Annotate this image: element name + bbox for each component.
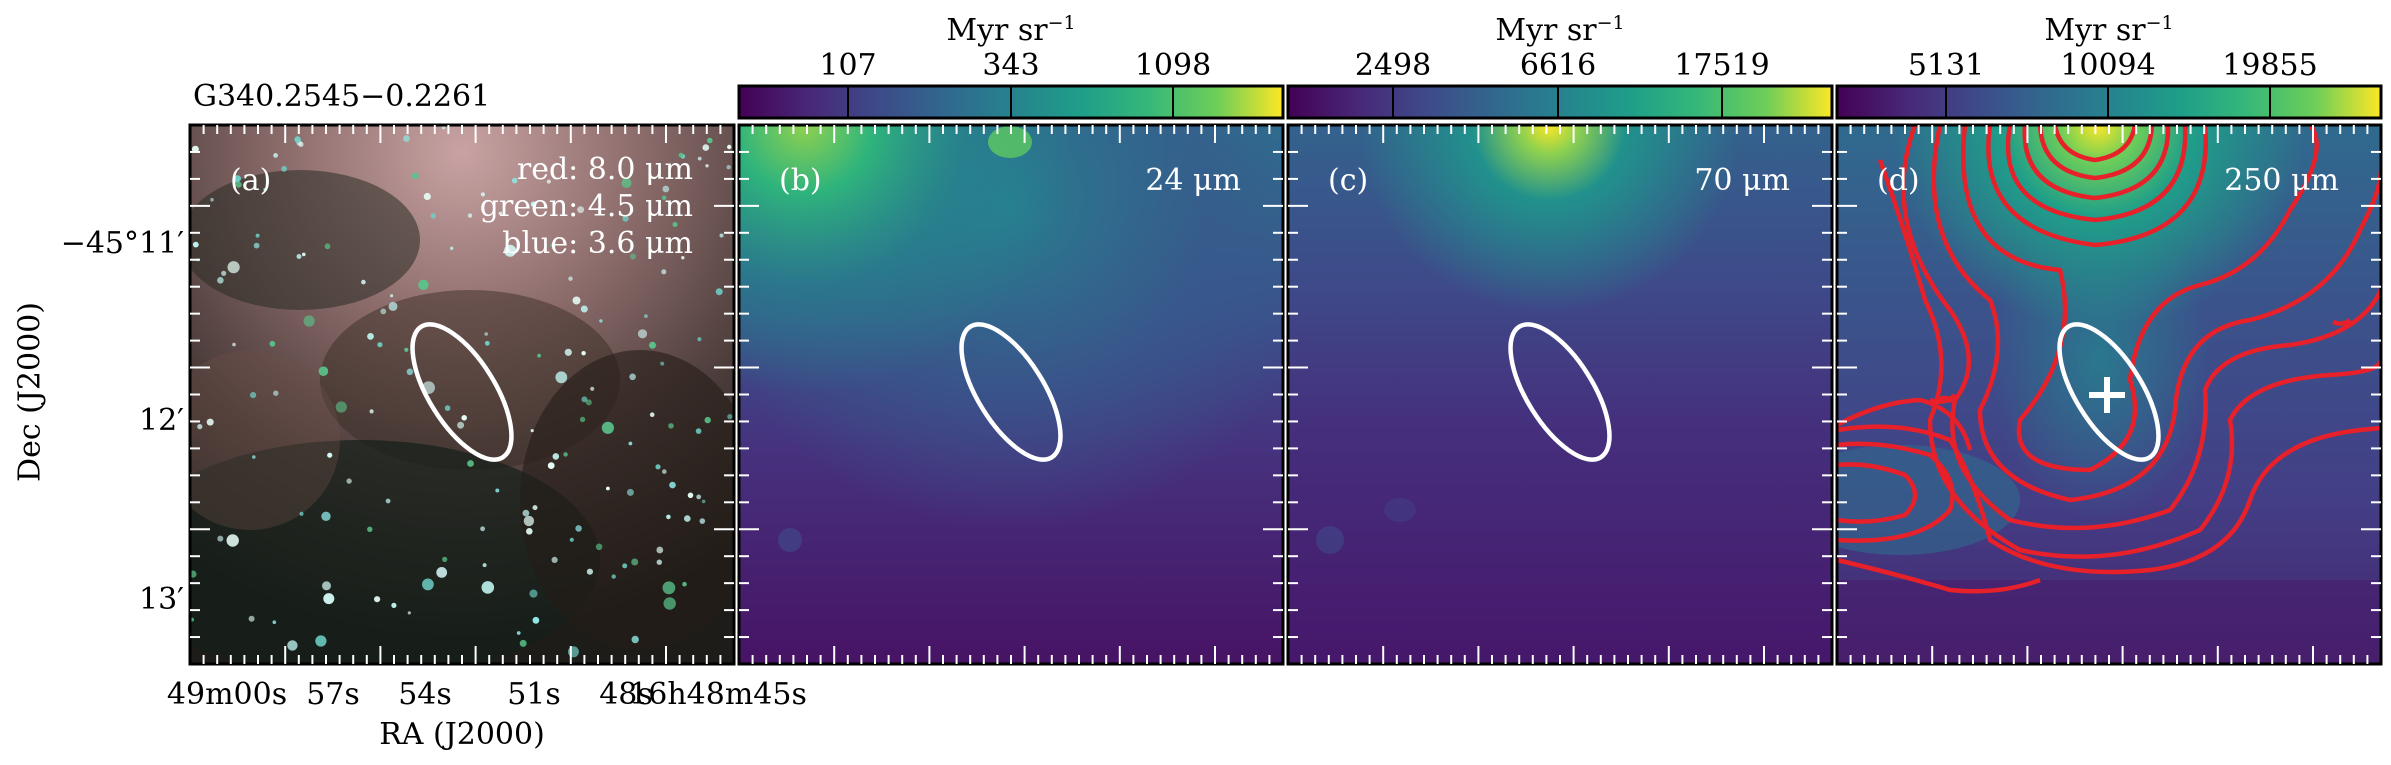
x-tick-label: 57s [306, 677, 360, 712]
source-name: G340.2545−0.2261 [193, 79, 491, 114]
colorbar-b [737, 84, 1285, 120]
colorbar-tick: 343 [982, 48, 1040, 83]
colorbar-tick: 10094 [2060, 48, 2156, 83]
panel-b-image [739, 125, 1283, 664]
x-tick-label: 54s [398, 677, 452, 712]
x-tick-label: 16h48m45s [629, 677, 807, 712]
colorbar-tick: 17519 [1674, 48, 1770, 83]
panel-frames [188, 123, 2383, 666]
panel-d-image [1837, 125, 2381, 664]
aperture-ellipse-b [959, 322, 1063, 462]
y-axis-title: Dec (J2000) [12, 302, 48, 482]
x-tick-label: 51s [507, 677, 561, 712]
aperture-ellipse-c [1508, 322, 1612, 462]
colorbar-tick: 19855 [2222, 48, 2318, 83]
y-tick-label: −45°11′ [60, 226, 184, 261]
panel-label-d: (d) [1877, 163, 1920, 198]
wavelength-label-d: 250 μm [2224, 163, 2339, 198]
aperture-ellipses [410, 322, 2161, 462]
colorbar-tick: 2498 [1354, 48, 1432, 83]
contours-250um [1837, 125, 2381, 594]
legend-green: green: 4.5 μm [479, 189, 693, 224]
panel-label-a: (a) [230, 163, 272, 198]
wavelength-label-b: 24 μm [1145, 163, 1241, 198]
aperture-ellipse-d [2057, 322, 2161, 462]
colorbar-c [1286, 84, 1834, 120]
legend-blue: blue: 3.6 μm [502, 226, 693, 261]
colorbar-d [1835, 84, 2383, 120]
wavelength-label-c: 70 μm [1694, 163, 1790, 198]
colorbar-tick: 6616 [1519, 48, 1597, 83]
panel-label-b: (b) [779, 163, 822, 198]
panel-a-image [190, 125, 734, 664]
cross-marker-icon [2089, 377, 2125, 413]
x-tick-label: 49m00s [166, 677, 288, 712]
colorbar-unit-b: Myr sr−1 [946, 12, 1076, 48]
y-tick-label: 12′ [139, 403, 184, 438]
panel-label-c: (c) [1328, 163, 1369, 198]
colorbar-tick: 5131 [1907, 48, 1985, 83]
legend-red: red: 8.0 μm [516, 152, 693, 187]
aperture-ellipse-a [410, 322, 514, 462]
colorbar-tick: 1098 [1134, 48, 1212, 83]
panel-c-image [1288, 125, 1832, 664]
x-axis-title: RA (J2000) [379, 717, 545, 752]
colorbar-unit-c: Myr sr−1 [1495, 12, 1625, 48]
y-tick-label: 13′ [139, 582, 184, 617]
colorbar-unit-d: Myr sr−1 [2044, 12, 2174, 48]
colorbar-tick: 107 [819, 48, 877, 83]
x-tick-label: 48s [599, 677, 653, 712]
